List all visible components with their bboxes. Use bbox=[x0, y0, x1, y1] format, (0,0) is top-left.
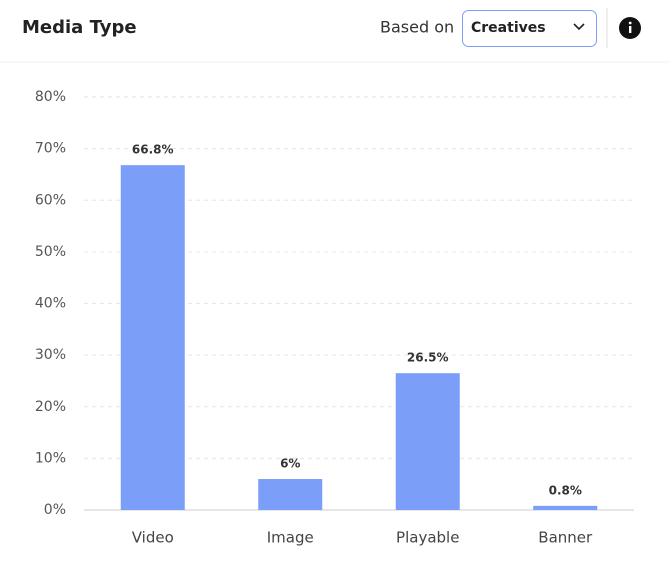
based-on-label: Based on bbox=[380, 18, 454, 37]
value-label: 0.8% bbox=[549, 483, 582, 497]
dropdown-value[interactable]: Creatives bbox=[471, 20, 546, 36]
bar bbox=[395, 373, 460, 510]
info-button[interactable] bbox=[619, 17, 641, 39]
x-tick-label: Banner bbox=[538, 529, 593, 547]
y-tick-label: 10% bbox=[35, 450, 66, 466]
y-tick-label: 50% bbox=[35, 244, 66, 260]
x-tick-label: Image bbox=[267, 529, 314, 547]
x-tick-label: Playable bbox=[396, 529, 459, 547]
chart-title: Media Type bbox=[22, 17, 137, 38]
bar bbox=[533, 505, 598, 510]
bar bbox=[258, 479, 323, 510]
info-glyph bbox=[629, 26, 632, 33]
y-tick-label: 30% bbox=[35, 347, 66, 363]
dropdown-arrow bbox=[573, 23, 585, 31]
y-tick-label: 20% bbox=[35, 399, 66, 415]
value-label: 26.5% bbox=[407, 351, 449, 365]
y-tick-label: 0% bbox=[44, 502, 66, 518]
info-dot bbox=[628, 21, 632, 25]
x-tick-label: Video bbox=[132, 529, 174, 547]
value-label: 6% bbox=[280, 457, 300, 471]
y-tick-label: 40% bbox=[35, 296, 66, 312]
y-tick-label: 70% bbox=[35, 141, 66, 157]
y-tick-label: 60% bbox=[35, 192, 66, 208]
dropdown[interactable]: Creatives bbox=[462, 10, 597, 47]
y-tick-label: 80% bbox=[35, 89, 66, 105]
bar bbox=[120, 165, 185, 510]
dropdown-box[interactable] bbox=[462, 10, 597, 47]
value-label: 66.8% bbox=[132, 143, 174, 157]
